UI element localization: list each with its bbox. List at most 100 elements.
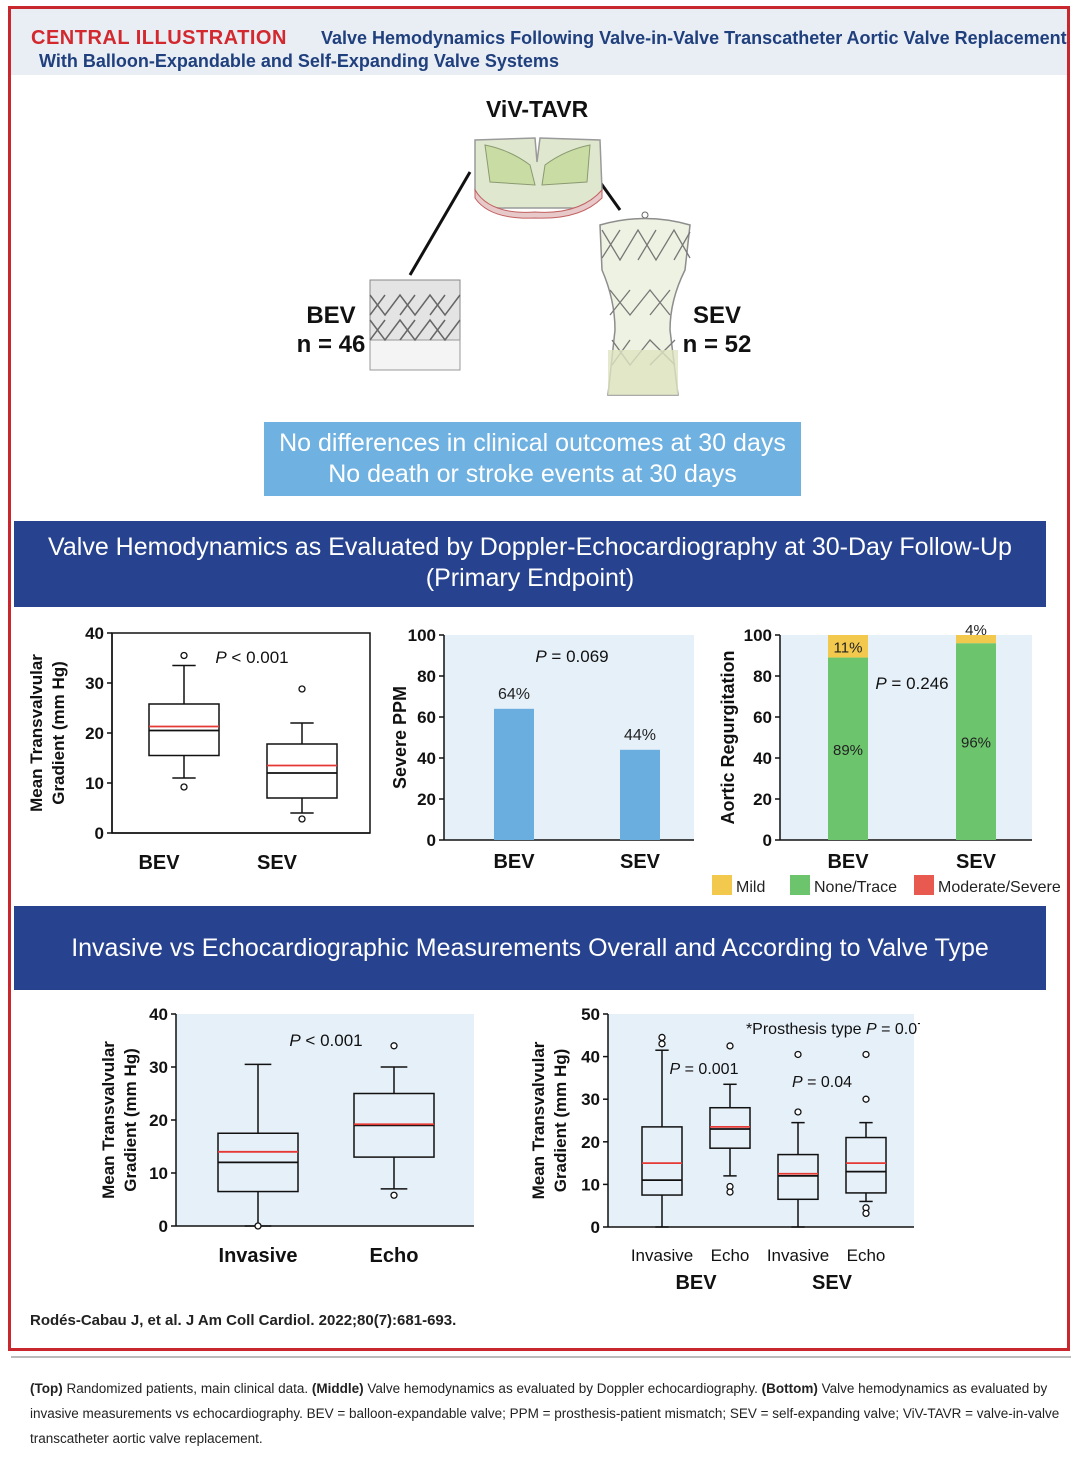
legend-swatch-none-trace [790, 875, 810, 895]
citation: Rodés-Cabau J, et al. J Am Coll Cardiol.… [30, 1312, 457, 1329]
y-tick-label: 50 [581, 1005, 600, 1024]
box-iqr [777, 1153, 819, 1201]
bar-sev-none-trace [956, 643, 996, 840]
box-echo [353, 1042, 435, 1199]
x-tick-label: SEV [956, 851, 997, 873]
bev-valve-image [369, 279, 461, 371]
surgical-valve-image [474, 137, 603, 219]
y-tick-label: 0 [763, 831, 772, 850]
outlier-point [298, 685, 306, 693]
caption-bottom-tag: (Bottom) [761, 1381, 818, 1396]
valve-illustration [369, 137, 691, 396]
x-tick-label: Invasive [219, 1245, 298, 1267]
y-tick-label: 40 [149, 1005, 168, 1024]
group-label-bev: BEV [675, 1272, 717, 1294]
y-tick-label: 30 [85, 674, 104, 693]
sev-label: SEV [692, 302, 742, 329]
chart-gradient-bev-sev: 0 10 20 30 40 Mean Transvalvular Gradient (mm … [27, 624, 371, 874]
bottom-banner: Invasive vs Echocardiographic Measuremen… [14, 906, 1046, 990]
box-iqr [641, 1126, 683, 1196]
outlier-point [180, 651, 188, 660]
outlier-point [726, 1042, 734, 1050]
sev-group-label: SEV n = 52 [682, 302, 752, 360]
box-sev-echo [845, 1050, 887, 1218]
outlier-point [658, 1033, 666, 1042]
segment-label: 96% [961, 735, 991, 752]
bar-sev-mild [956, 635, 996, 644]
chart-severe-ppm: 0 20 40 60 80 100 Severe PPM 64% 44% BEV SEV P = 0.… [390, 626, 694, 873]
sev-valve-image [599, 211, 691, 396]
box-invasive [217, 1063, 299, 1230]
box-bev-echo [709, 1042, 751, 1196]
middle-banner-line1: Valve Hemodynamics as Evaluated by Doppl… [48, 533, 1012, 561]
caption-middle-text: Valve hemodynamics as evaluated by Doppl… [363, 1381, 762, 1396]
outlier-point [862, 1095, 870, 1103]
x-tick-label: SEV [620, 851, 661, 873]
p-value: P = 0.246 [875, 674, 948, 693]
y-axis-label: Gradient (mm Hg) [551, 1049, 570, 1193]
outlier-point [254, 1222, 262, 1230]
bar-value-label: 44% [624, 727, 656, 744]
y-tick-label: 20 [581, 1133, 600, 1152]
viv-tavr-label: ViV-TAVR [486, 96, 589, 122]
box-sev [266, 685, 338, 823]
y-axis-label: Aortic Regurgitation [718, 651, 738, 825]
chart-aortic-regurgitation: 0 20 40 60 80 100 Aortic Regurgitation 89% 11% 96… [712, 622, 1061, 896]
x-tick-label: BEV [493, 851, 535, 873]
header-label: CENTRAL ILLUSTRATION [31, 27, 287, 49]
y-tick-label: 10 [85, 774, 104, 793]
connector-line-bev [408, 171, 472, 276]
outlier-point [726, 1188, 734, 1196]
x-tick-label: BEV [827, 851, 869, 873]
y-tick-label: 60 [753, 708, 772, 727]
y-tick-label: 0 [591, 1218, 600, 1237]
x-tick-label: Echo [847, 1246, 886, 1265]
box-bev [148, 651, 220, 791]
y-axis-label: Mean Transvalvular [99, 1041, 118, 1199]
p-value: P < 0.001 [289, 1031, 362, 1050]
caption: (Top) Randomized patients, main clinical… [30, 1376, 1060, 1451]
legend-swatch-mild [712, 875, 732, 895]
box-bev-invasive [641, 1033, 683, 1228]
caption-divider [11, 1356, 1071, 1358]
clinical-outcomes-notice: No differences in clinical outcomes at 3… [264, 422, 801, 496]
outlier-point [390, 1191, 398, 1199]
chart-invasive-vs-echo-by-valve: 0 10 20 30 40 50 Mean Transvalvular Gradient (m… [529, 1005, 920, 1294]
notice-line1: No differences in clinical outcomes at 3… [279, 429, 786, 457]
y-tick-label: 20 [85, 724, 104, 743]
bar-bev-mild [828, 635, 868, 658]
y-axis-label: Mean Transvalvular [27, 654, 46, 812]
bar-bev [494, 708, 534, 840]
y-tick-label: 40 [85, 624, 104, 643]
x-tick-label: SEV [257, 852, 298, 874]
y-axis-label: Mean Transvalvular [529, 1041, 548, 1199]
bar-sev [620, 749, 660, 840]
sev-n: n = 52 [682, 330, 752, 358]
x-tick-label: Invasive [631, 1246, 693, 1265]
outlier-point [180, 783, 188, 791]
caption-middle-tag: (Middle) [311, 1381, 364, 1396]
y-axis-label: Gradient (mm Hg) [49, 661, 68, 805]
chart-invasive-vs-echo-overall: 0 10 20 30 40 Mean Transvalvular Gradient (mm … [99, 1005, 474, 1267]
segment-label: 89% [833, 742, 863, 759]
plot-area [176, 1014, 474, 1226]
outlier-point [794, 1108, 802, 1116]
legend-label: Mild [736, 879, 765, 896]
y-tick-label: 0 [95, 824, 104, 843]
segment-label: 11% [834, 639, 863, 656]
y-axis-label: Severe PPM [390, 686, 410, 789]
bar-bev-none-trace [828, 657, 868, 840]
y-tick-label: 0 [159, 1217, 168, 1236]
middle-banner: Valve Hemodynamics as Evaluated by Doppl… [14, 521, 1046, 607]
p-value: P = 0.069 [535, 647, 608, 666]
x-tick-label: BEV [138, 852, 180, 874]
bev-n: n = 46 [296, 330, 366, 358]
x-tick-label: Invasive [767, 1246, 829, 1265]
y-tick-label: 30 [149, 1058, 168, 1077]
segment-label: 4% [965, 622, 987, 639]
bar-value-label: 64% [498, 686, 530, 703]
outlier-point [390, 1042, 398, 1050]
header-title-line1: Valve Hemodynamics Following Valve-in-Va… [321, 28, 1067, 48]
y-tick-label: 20 [149, 1111, 168, 1130]
header: CENTRAL ILLUSTRATION Valve Hemodynamics … [11, 9, 1067, 75]
